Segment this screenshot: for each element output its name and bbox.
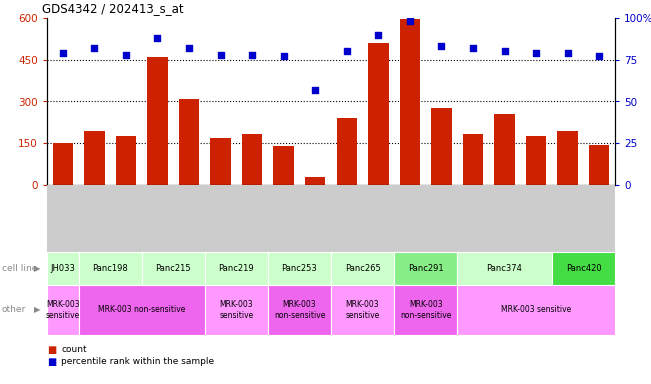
Point <box>436 43 447 50</box>
Text: MRK-003
non-sensitive: MRK-003 non-sensitive <box>274 300 325 320</box>
Bar <box>557 131 578 185</box>
Bar <box>147 57 168 185</box>
Point <box>342 48 352 55</box>
Text: Panc219: Panc219 <box>219 264 254 273</box>
Point <box>531 50 542 56</box>
Point <box>184 45 194 51</box>
Bar <box>53 143 73 185</box>
Point <box>562 50 573 56</box>
Bar <box>494 114 515 185</box>
Text: Panc265: Panc265 <box>344 264 380 273</box>
Text: Panc420: Panc420 <box>566 264 602 273</box>
Bar <box>305 177 326 185</box>
Text: Panc198: Panc198 <box>92 264 128 273</box>
Bar <box>242 134 262 185</box>
Text: GDS4342 / 202413_s_at: GDS4342 / 202413_s_at <box>42 2 184 15</box>
Point <box>152 35 163 41</box>
Point <box>468 45 478 51</box>
Bar <box>368 43 389 185</box>
Text: ■: ■ <box>47 345 56 355</box>
Point <box>247 52 257 58</box>
Point <box>57 50 68 56</box>
Text: Panc291: Panc291 <box>408 264 443 273</box>
Text: MRK-003
sensitive: MRK-003 sensitive <box>219 300 253 320</box>
Point <box>499 48 510 55</box>
Bar <box>589 145 609 185</box>
Bar <box>179 99 199 185</box>
Point <box>215 52 226 58</box>
Point <box>373 31 383 38</box>
Bar <box>463 134 483 185</box>
Text: MRK-003
sensitive: MRK-003 sensitive <box>46 300 80 320</box>
Text: JH033: JH033 <box>50 264 76 273</box>
Point <box>89 45 100 51</box>
Text: Panc374: Panc374 <box>486 264 523 273</box>
Bar <box>526 136 546 185</box>
Point <box>120 52 131 58</box>
Bar <box>431 108 452 185</box>
Text: MRK-003 sensitive: MRK-003 sensitive <box>501 306 571 314</box>
Bar <box>210 138 231 185</box>
Text: MRK-003
sensitive: MRK-003 sensitive <box>346 300 380 320</box>
Text: percentile rank within the sample: percentile rank within the sample <box>61 358 214 366</box>
Text: MRK-003 non-sensitive: MRK-003 non-sensitive <box>98 306 186 314</box>
Bar <box>84 131 105 185</box>
Text: count: count <box>61 346 87 354</box>
Text: Panc253: Panc253 <box>282 264 317 273</box>
Text: ■: ■ <box>47 357 56 367</box>
Text: Panc215: Panc215 <box>156 264 191 273</box>
Text: other: other <box>2 306 26 314</box>
Text: ▶: ▶ <box>34 306 40 314</box>
Point <box>279 53 289 60</box>
Text: MRK-003
non-sensitive: MRK-003 non-sensitive <box>400 300 451 320</box>
Point <box>594 53 604 60</box>
Bar <box>273 146 294 185</box>
Text: cell line: cell line <box>2 264 37 273</box>
Point <box>310 87 320 93</box>
Bar <box>116 136 136 185</box>
Bar <box>400 19 420 185</box>
Point <box>405 18 415 25</box>
Text: ▶: ▶ <box>34 264 40 273</box>
Bar <box>337 118 357 185</box>
